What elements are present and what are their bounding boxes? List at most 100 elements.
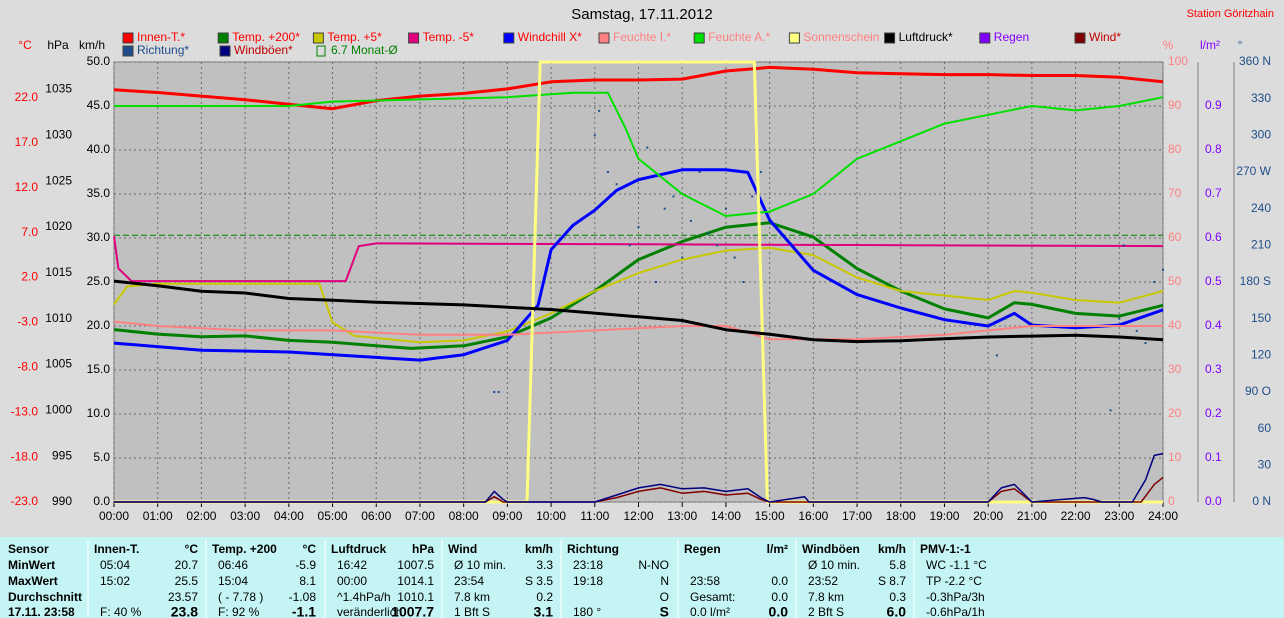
column-header: Windböen	[802, 542, 860, 556]
series-line	[113, 221, 1164, 350]
table-cell: 00:00	[337, 574, 367, 588]
scatter-point	[646, 146, 649, 149]
table-cell: 1007.5	[397, 558, 434, 572]
scatter-point	[742, 281, 745, 283]
chart-title: Samstag, 17.11.2012	[571, 6, 713, 23]
y-tick-label: -3.0	[17, 315, 38, 329]
table-cell: 23:18	[573, 558, 603, 572]
table-cell: ( - 7.78 )	[218, 590, 263, 604]
y-tick-label: 1035	[45, 82, 72, 96]
legend-label: Temp. +200*	[232, 30, 300, 44]
series-line	[113, 246, 1164, 344]
y-tick-label: 360 N	[1239, 54, 1271, 68]
y-tick-label: 50	[1168, 274, 1182, 288]
legend-label: Regen	[994, 30, 1029, 44]
scatter-point	[493, 391, 496, 393]
y-tick-label: 990	[52, 494, 72, 508]
table-cell: veränderlich	[337, 605, 402, 618]
legend-label: Sonnenschein	[803, 30, 879, 44]
y-tick-label: 300	[1251, 128, 1271, 142]
y-tick-label: 270 W	[1236, 164, 1271, 178]
table-cell: 0.2	[536, 590, 553, 604]
scatter-point	[698, 171, 701, 173]
y-tick-label: 995	[52, 448, 72, 462]
legend-swatch	[122, 45, 134, 57]
column-unit: °C	[303, 542, 317, 556]
y-tick-label: 15.0	[87, 362, 111, 376]
y-tick-label: 1025	[45, 173, 72, 187]
scatter-point	[733, 256, 736, 259]
y-tick-label: 0.0	[1205, 494, 1222, 508]
y-tick-label: 7.0	[21, 225, 38, 239]
scatter-point	[637, 226, 640, 228]
scatter-point	[689, 219, 692, 222]
series-line	[114, 476, 1164, 503]
x-tick-label: 19:00	[929, 509, 959, 523]
x-tick-label: 22:00	[1061, 509, 1091, 523]
legend-label: Temp. +5*	[327, 30, 382, 44]
scatter-point	[628, 244, 631, 247]
table-cell: 1007.7	[391, 604, 434, 618]
table-cell: -0.6hPa/1h	[926, 605, 985, 618]
y-tick-label: 90 O	[1245, 384, 1271, 398]
x-tick-label: 02:00	[186, 509, 216, 523]
table-cell: 05:04	[100, 558, 130, 572]
y-tick-label: 240	[1251, 201, 1271, 215]
x-tick-label: 10:00	[536, 509, 566, 523]
scatter-point	[759, 171, 762, 173]
y-tick-label: 12.0	[15, 180, 39, 194]
table-cell: 15:04	[218, 574, 248, 588]
x-tick-label: 09:00	[492, 509, 522, 523]
scatter-point	[1118, 317, 1121, 320]
table-cell: 0.0	[771, 574, 788, 588]
y-tick-label: 70	[1168, 186, 1182, 200]
y-tick-label: 0 N	[1252, 494, 1271, 508]
y-tick-label: 35.0	[87, 186, 111, 200]
y-tick-label: 10.0	[87, 406, 111, 420]
y-tick-label: 0.9	[1205, 98, 1222, 112]
scatter-point	[681, 256, 684, 259]
y-tick-label: 1015	[45, 265, 72, 279]
table-cell: 6.0	[887, 604, 907, 618]
y-tick-label: 45.0	[87, 98, 111, 112]
table-cell: -1.08	[289, 590, 317, 604]
x-tick-label: 23:00	[1104, 509, 1134, 523]
x-tick-label: 04:00	[274, 509, 304, 523]
scatter-point	[1162, 268, 1164, 271]
y-tick-label: -23.0	[11, 494, 39, 508]
table-cell: 23:52	[808, 574, 838, 588]
y-tick-label: 100	[1168, 54, 1188, 68]
y-tick-label: 25.0	[87, 274, 111, 288]
series-line	[114, 91, 1164, 217]
scatter-point	[1122, 244, 1125, 247]
table-cell: F: 92 %	[218, 605, 260, 618]
x-tick-label: 03:00	[230, 509, 260, 523]
series-line	[114, 452, 1164, 503]
table-cell: 23:58	[690, 574, 720, 588]
table-cell: 20.7	[175, 558, 199, 572]
y-tick-label: 30	[1258, 458, 1272, 472]
axis-title: %	[1163, 38, 1174, 52]
x-tick-label: 11:00	[580, 509, 609, 523]
series-line	[113, 236, 1164, 283]
table-cell: 1 Bft S	[454, 605, 490, 618]
scatter-point	[1144, 342, 1147, 345]
legend-label: Feuchte I.*	[613, 30, 671, 44]
legend-label: 6.7 Monat-Ø	[331, 43, 398, 57]
table-cell: -0.3hPa/3h	[926, 590, 985, 604]
axis-title: km/h	[79, 38, 105, 52]
legend-label: Windchill X*	[518, 30, 582, 44]
y-tick-label: 50.0	[87, 54, 111, 68]
x-tick-label: 21:00	[1017, 509, 1047, 523]
scatter-point	[1135, 329, 1138, 332]
x-tick-label: 13:00	[667, 509, 697, 523]
table-cell: N-NO	[638, 558, 669, 572]
scatter-point	[593, 134, 596, 137]
x-tick-label: 17:00	[842, 509, 872, 523]
column-unit: l/m²	[767, 542, 788, 556]
legend-swatch	[217, 32, 229, 44]
y-tick-label: 2.0	[21, 270, 38, 284]
series-line	[113, 65, 1164, 111]
legend-swatch	[1074, 32, 1086, 44]
table-cell: 1010.1	[397, 590, 434, 604]
